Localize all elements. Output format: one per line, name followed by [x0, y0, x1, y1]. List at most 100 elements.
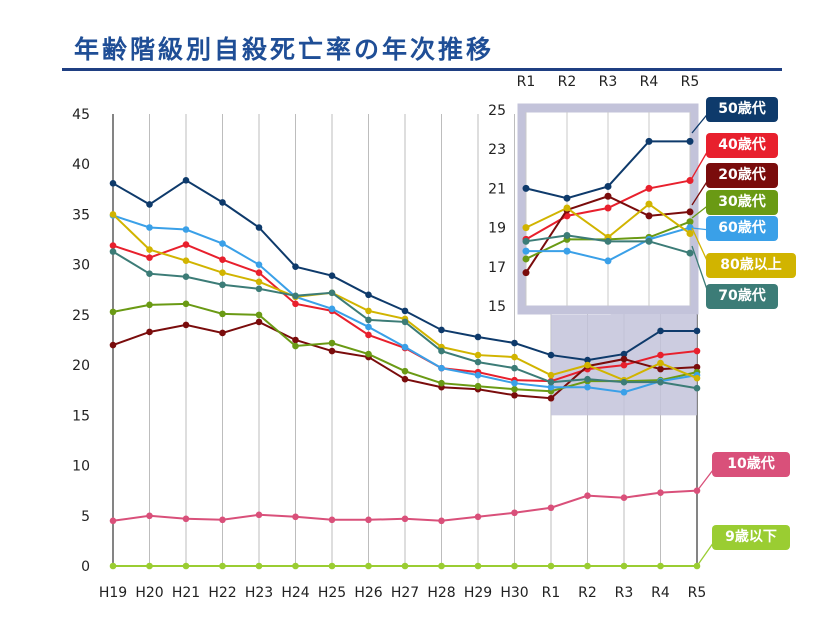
- data-point: [511, 339, 518, 347]
- y-tick-label: 5: [81, 509, 90, 525]
- data-point: [182, 321, 190, 329]
- x-tick-label: H27: [391, 585, 419, 601]
- data-point: [255, 278, 263, 286]
- data-point: [109, 517, 117, 525]
- data-point: [109, 341, 117, 349]
- x-tick-label: H19: [99, 585, 127, 601]
- data-point: [474, 513, 482, 521]
- inset-data-point: [686, 208, 694, 216]
- data-point: [657, 562, 664, 570]
- inset-x-tick-label: R5: [681, 74, 700, 90]
- data-point: [182, 515, 190, 523]
- inset-series-line: [522, 137, 694, 202]
- data-point: [620, 562, 628, 570]
- inset-series-line: [522, 224, 694, 265]
- data-point: [401, 318, 409, 326]
- data-point: [438, 326, 445, 334]
- inset-data-point: [645, 137, 653, 145]
- data-point: [146, 512, 153, 520]
- data-point: [146, 224, 153, 231]
- data-point: [255, 269, 263, 277]
- series-label: 80歳以上: [706, 253, 796, 278]
- data-point: [328, 272, 336, 280]
- title-underline: [62, 68, 782, 71]
- y-tick-label: 35: [72, 207, 90, 223]
- inset-data-point: [686, 218, 694, 226]
- series-line: [109, 248, 701, 392]
- data-point: [255, 261, 263, 268]
- inset-data-point: [686, 137, 694, 145]
- y-tick-label: 25: [72, 308, 90, 324]
- data-point: [182, 226, 190, 233]
- data-point: [693, 384, 701, 392]
- series-label: 9歳以下: [712, 525, 790, 550]
- data-point: [547, 371, 555, 379]
- data-point: [328, 289, 336, 297]
- data-point: [219, 240, 226, 247]
- y-tick-label: 0: [81, 559, 90, 575]
- data-point: [146, 254, 153, 261]
- inset-x-tick-label: R3: [599, 74, 618, 90]
- inset-y-tick-label: 25: [488, 103, 506, 119]
- data-point: [219, 281, 226, 289]
- data-point: [219, 199, 226, 206]
- inset-data-point: [645, 212, 653, 220]
- data-point: [328, 339, 336, 347]
- x-tick-label: H25: [318, 585, 346, 601]
- y-tick-label: 15: [72, 408, 90, 424]
- series-label: 70歳代: [706, 284, 778, 309]
- inset-data-point: [686, 249, 694, 257]
- x-tick-label: H21: [172, 585, 200, 601]
- data-point: [511, 353, 518, 361]
- inset-data-point: [522, 247, 530, 255]
- data-point: [584, 383, 591, 391]
- inset-data-point: [645, 200, 653, 208]
- data-point: [401, 375, 409, 383]
- data-point: [547, 378, 555, 386]
- data-point: [438, 517, 445, 525]
- data-point: [146, 562, 153, 570]
- data-point: [292, 263, 299, 270]
- x-tick-label: R4: [651, 585, 670, 601]
- data-point: [657, 378, 664, 386]
- data-point: [365, 350, 372, 358]
- data-point: [255, 311, 263, 319]
- data-point: [292, 300, 299, 308]
- data-point: [292, 292, 299, 300]
- data-point: [584, 492, 591, 499]
- data-point: [511, 379, 518, 387]
- data-point: [182, 562, 190, 570]
- inset-series-line: [522, 231, 694, 257]
- data-point: [511, 391, 518, 399]
- data-point: [146, 328, 153, 336]
- inset-data-point: [686, 224, 694, 232]
- data-point: [657, 327, 664, 335]
- data-point: [547, 394, 555, 402]
- data-point: [438, 364, 445, 372]
- data-point: [474, 358, 482, 366]
- data-point: [693, 327, 701, 335]
- data-point: [255, 285, 263, 293]
- inset-data-point: [563, 231, 571, 239]
- series-label: 40歳代: [706, 133, 778, 158]
- x-tick-label: H26: [354, 585, 382, 601]
- inset-y-axis-ticks: 15 17 19 21 23 25: [488, 103, 506, 315]
- data-point: [182, 300, 190, 308]
- data-point: [657, 359, 664, 367]
- data-point: [401, 367, 409, 375]
- inset-y-tick-label: 23: [488, 142, 506, 158]
- data-point: [547, 383, 555, 391]
- data-point: [474, 371, 482, 379]
- data-point: [620, 350, 628, 358]
- data-point: [584, 361, 591, 369]
- data-point: [255, 562, 263, 570]
- y-tick-label: 10: [72, 459, 90, 475]
- inset-data-point: [604, 204, 612, 212]
- data-point: [146, 201, 153, 208]
- inset-data-point: [604, 182, 612, 190]
- data-point: [620, 494, 628, 501]
- y-tick-label: 40: [72, 157, 90, 173]
- data-point: [657, 489, 664, 496]
- y-tick-label: 20: [72, 358, 90, 374]
- series-label: 30歳代: [706, 190, 778, 215]
